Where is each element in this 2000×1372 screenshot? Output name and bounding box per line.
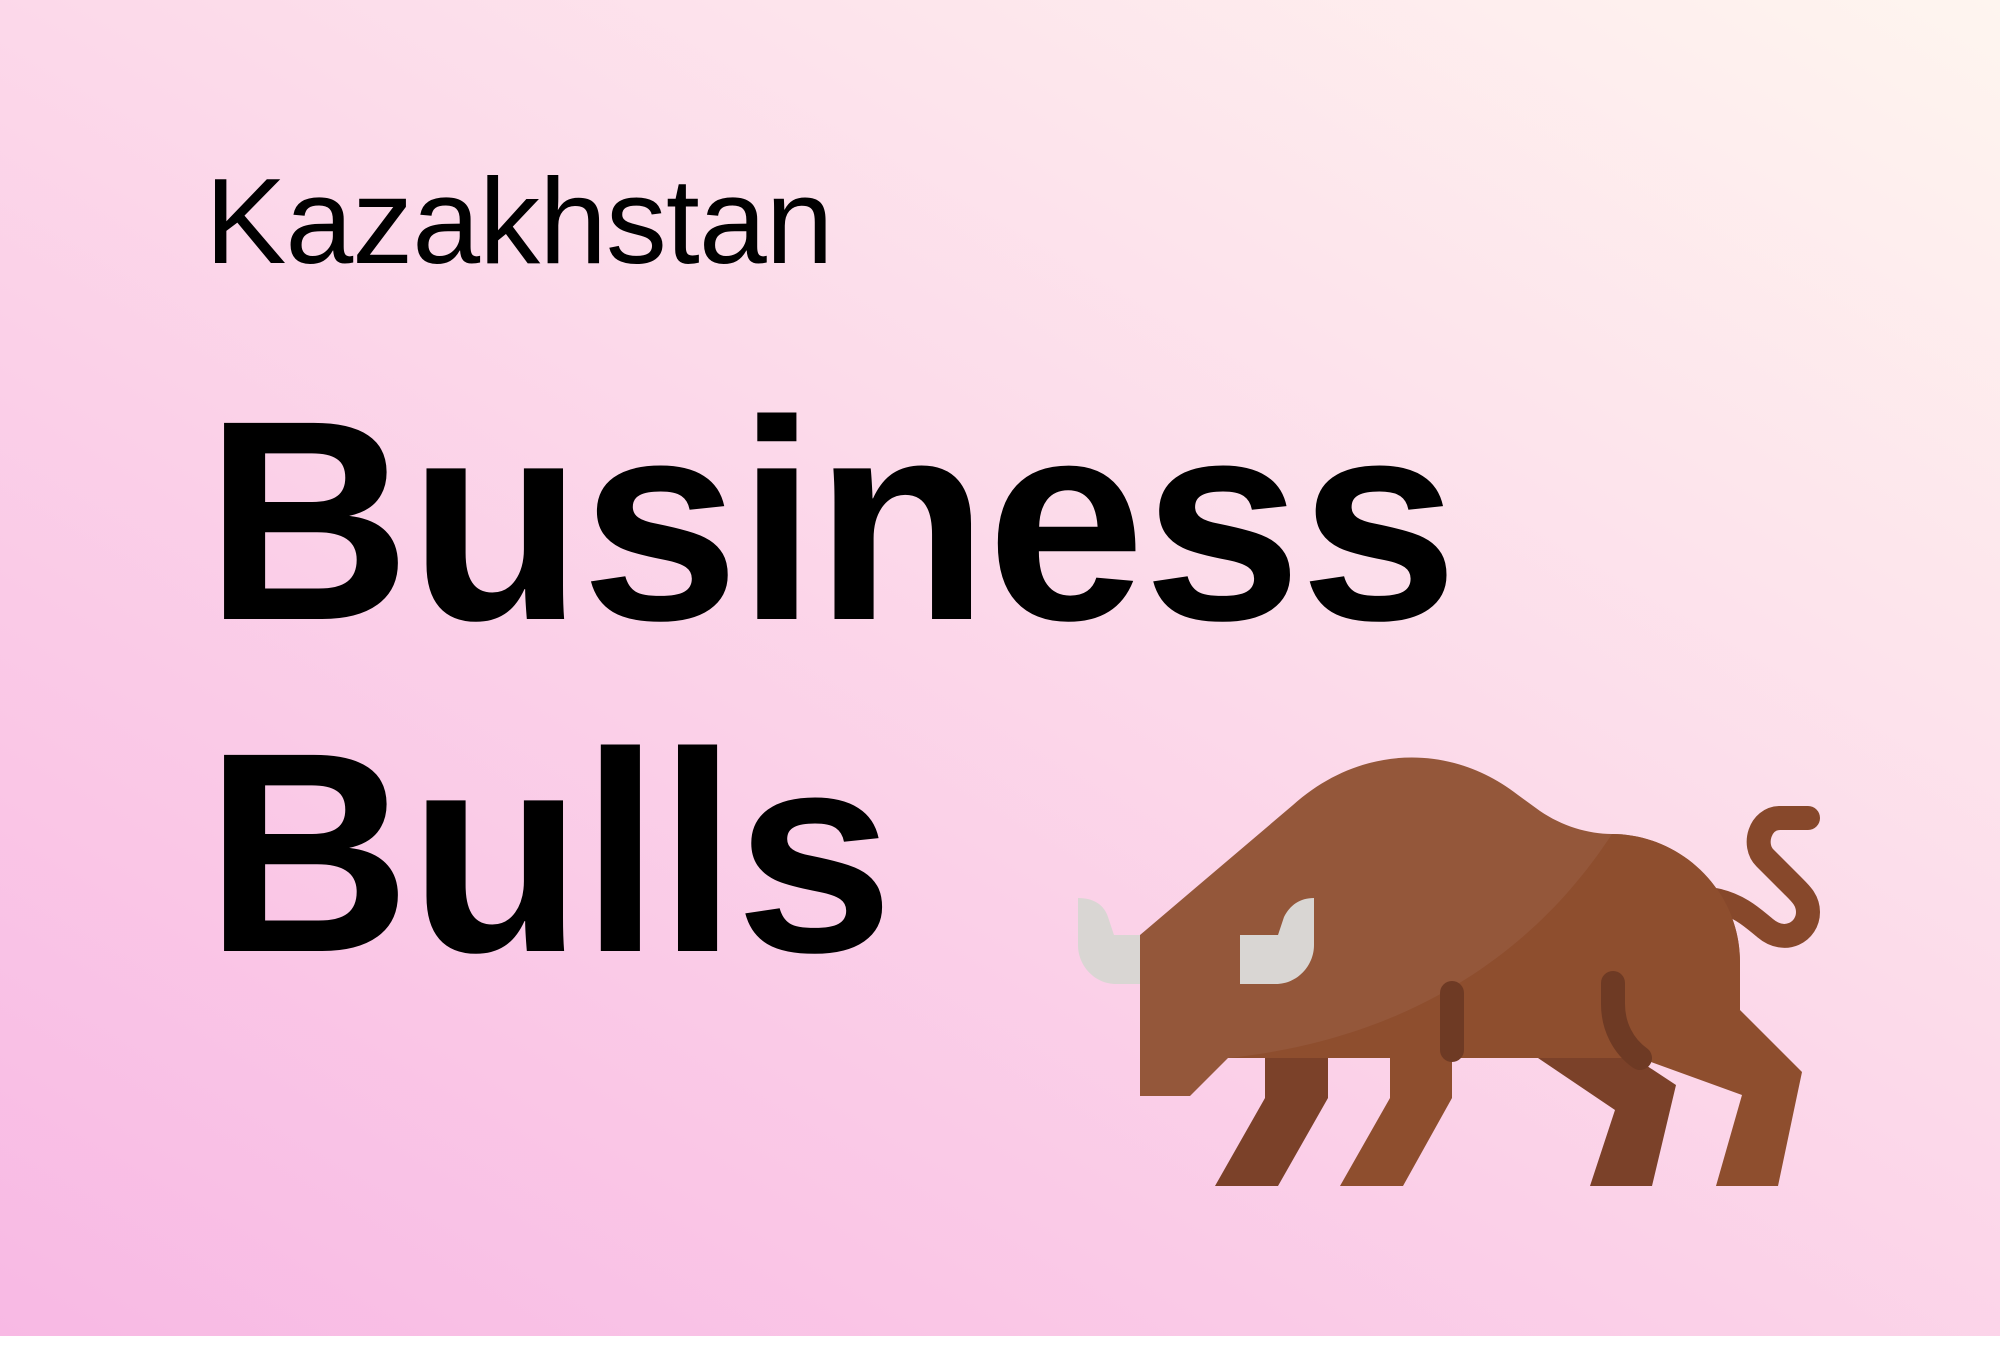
bull-leg-detail-back	[1601, 971, 1652, 1070]
bull-back-leg-left	[1538, 1058, 1676, 1186]
footer-strip	[0, 1336, 2000, 1372]
hero-title: Business Bulls	[205, 355, 1458, 1019]
hero-subtitle: Kazakhstan	[205, 153, 834, 289]
hero-banner: Kazakhstan Business Bulls	[0, 0, 2000, 1336]
bull-horn-right	[1240, 898, 1314, 984]
bull-front-leg-left	[1215, 1058, 1328, 1186]
bull-icon	[1078, 757, 1820, 1186]
hero-title-line-2: Bulls	[205, 694, 894, 1012]
bull-horn-left	[1078, 898, 1140, 984]
bull-tail	[1703, 806, 1820, 948]
bull-front-leg-right	[1340, 1058, 1452, 1186]
hero-title-line-1: Business	[205, 362, 1458, 680]
